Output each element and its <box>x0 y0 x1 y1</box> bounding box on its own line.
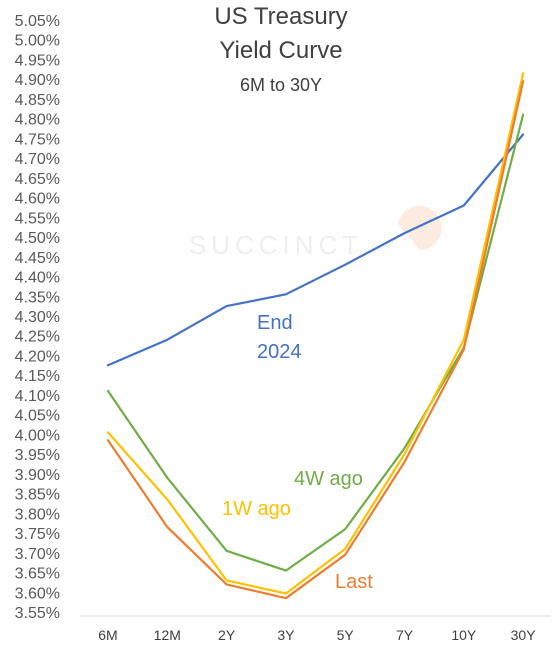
y-tick-label: 4.10% <box>15 388 60 405</box>
series-line-3 <box>106 80 525 600</box>
x-tick-label: 5Y <box>337 627 355 643</box>
y-tick-label: 4.80% <box>15 112 60 129</box>
y-tick-label: 3.70% <box>15 546 60 563</box>
y-tick-label: 4.00% <box>15 427 60 444</box>
y-tick-label: 5.00% <box>15 33 60 50</box>
x-axis: 6M 12M 2Y 3Y 5Y 7Y 10Y 30Y <box>98 627 536 643</box>
y-tick-label: 4.45% <box>15 250 60 267</box>
y-tick-label: 4.30% <box>15 309 60 326</box>
y-tick-label: 4.55% <box>15 210 60 227</box>
y-tick-label: 4.85% <box>15 92 60 109</box>
y-tick-label: 4.15% <box>15 368 60 385</box>
series-label-last: Last <box>335 571 373 593</box>
y-tick-label: 4.60% <box>15 191 60 208</box>
series-line-2 <box>106 72 525 595</box>
y-axis: 3.55% 3.60% 3.65% 3.70% 3.75% 3.80% 3.85% 3.90%… <box>15 13 60 622</box>
watermark: SUCCINCT <box>189 230 363 260</box>
x-tick-label: 7Y <box>396 627 414 643</box>
y-tick-label: 3.55% <box>15 605 60 622</box>
chart-title: US Treasury <box>214 3 347 30</box>
series-label-end-2024: End <box>257 312 293 334</box>
y-tick-label: 4.75% <box>15 131 60 148</box>
chart-subtitle: 6M to 30Y <box>240 75 322 95</box>
y-tick-label: 4.25% <box>15 329 60 346</box>
plot-area <box>106 72 525 600</box>
x-tick-label: 2Y <box>218 627 236 643</box>
y-tick-label: 4.05% <box>15 408 60 425</box>
series-line-0 <box>106 133 525 367</box>
y-tick-label: 3.75% <box>15 526 60 543</box>
y-tick-label: 3.90% <box>15 467 60 484</box>
x-tick-label: 30Y <box>511 627 537 643</box>
series-label-4w-ago: 4W ago <box>294 468 363 490</box>
y-tick-label: 3.95% <box>15 447 60 464</box>
y-tick-label: 3.80% <box>15 506 60 523</box>
series-label-1w-ago: 1W ago <box>222 498 291 520</box>
y-tick-label: 3.65% <box>15 566 60 583</box>
y-tick-label: 4.20% <box>15 348 60 365</box>
y-tick-label: 4.65% <box>15 171 60 188</box>
series-line-1 <box>106 113 525 572</box>
y-tick-label: 3.60% <box>15 585 60 602</box>
x-tick-label: 12M <box>154 627 181 643</box>
y-tick-label: 4.70% <box>15 151 60 168</box>
watermark-logo-icon <box>392 206 442 260</box>
series-label-end-2024-line2: 2024 <box>257 341 302 363</box>
y-tick-label: 4.90% <box>15 72 60 89</box>
x-tick-label: 10Y <box>451 627 477 643</box>
x-tick-label: 6M <box>98 627 117 643</box>
y-tick-label: 3.85% <box>15 487 60 504</box>
y-tick-label: 4.95% <box>15 52 60 69</box>
y-tick-label: 4.40% <box>15 270 60 287</box>
chart-title-line2: Yield Curve <box>219 37 342 64</box>
y-tick-label: 5.05% <box>15 13 60 30</box>
x-tick-label: 3Y <box>277 627 295 643</box>
y-tick-label: 4.35% <box>15 289 60 306</box>
y-tick-label: 4.50% <box>15 230 60 247</box>
